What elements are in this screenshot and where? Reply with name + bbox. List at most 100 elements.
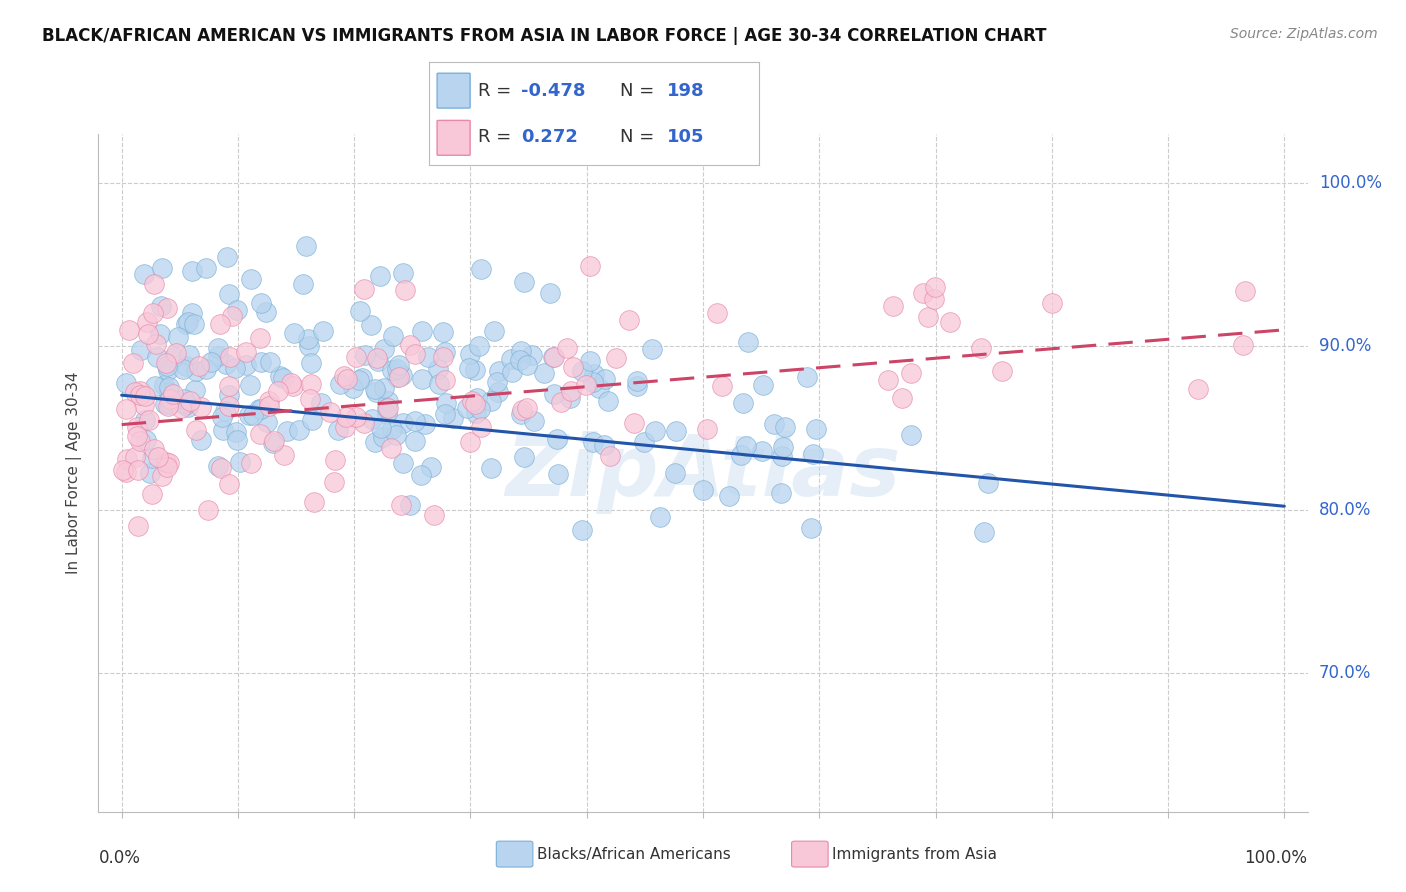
Point xyxy=(900,367,922,381)
Point xyxy=(419,460,441,475)
Point xyxy=(392,456,415,470)
Point xyxy=(427,376,450,391)
Point xyxy=(796,369,818,384)
Point xyxy=(183,318,205,332)
Point xyxy=(510,408,533,422)
Point xyxy=(509,353,531,368)
Point xyxy=(239,272,262,286)
Point xyxy=(562,359,585,374)
Point xyxy=(146,450,169,464)
Point xyxy=(174,318,197,332)
Point xyxy=(416,350,439,364)
Point xyxy=(1040,295,1063,310)
Point xyxy=(114,402,136,417)
Point xyxy=(409,468,432,483)
Point xyxy=(575,378,598,392)
Text: 0.272: 0.272 xyxy=(522,128,578,145)
Point xyxy=(373,381,395,395)
Point xyxy=(501,351,523,366)
Point xyxy=(411,372,433,386)
Point xyxy=(924,280,946,294)
Point xyxy=(153,397,176,411)
Point xyxy=(194,260,217,275)
Point xyxy=(509,343,531,358)
Point xyxy=(468,339,491,353)
Point xyxy=(218,379,240,393)
Text: N =: N = xyxy=(620,82,661,100)
Point xyxy=(512,275,534,289)
Point xyxy=(176,359,198,373)
Point xyxy=(550,395,572,409)
Point xyxy=(763,417,786,431)
Point xyxy=(391,498,413,512)
Point xyxy=(127,420,149,434)
Text: R =: R = xyxy=(478,128,517,145)
Point xyxy=(155,356,177,370)
Point xyxy=(344,410,367,425)
Point xyxy=(256,415,278,429)
Point xyxy=(149,300,172,314)
Text: 198: 198 xyxy=(666,82,704,100)
Point xyxy=(375,401,398,415)
Point xyxy=(385,428,408,442)
Point xyxy=(141,450,163,465)
Point xyxy=(751,443,773,458)
Point xyxy=(283,326,305,340)
Point xyxy=(333,369,356,384)
Point xyxy=(375,407,398,421)
Point xyxy=(159,380,181,394)
Point xyxy=(938,315,960,329)
Point xyxy=(468,402,491,417)
Point xyxy=(665,424,688,438)
Point xyxy=(299,377,322,392)
Point xyxy=(301,413,323,427)
Point xyxy=(426,362,449,376)
Point xyxy=(122,356,145,370)
Point xyxy=(543,386,565,401)
Point xyxy=(111,463,134,477)
Point xyxy=(207,458,229,473)
Point xyxy=(912,286,935,301)
Text: 90.0%: 90.0% xyxy=(1319,337,1371,355)
Point xyxy=(269,369,291,384)
Point xyxy=(441,410,464,425)
Text: N =: N = xyxy=(620,128,661,145)
Point xyxy=(394,284,416,298)
Point xyxy=(218,388,240,402)
Point xyxy=(156,459,179,474)
Point xyxy=(405,347,427,361)
Point xyxy=(249,426,271,441)
Point xyxy=(458,435,481,450)
Point xyxy=(404,414,426,428)
Point xyxy=(323,475,346,489)
Point xyxy=(486,385,509,400)
Point xyxy=(399,338,422,352)
Point xyxy=(134,413,156,427)
Point xyxy=(633,435,655,450)
Point xyxy=(479,394,502,409)
Point xyxy=(619,312,641,326)
Point xyxy=(366,384,388,399)
Y-axis label: In Labor Force | Age 30-34: In Labor Force | Age 30-34 xyxy=(66,371,83,574)
Point xyxy=(582,434,605,449)
Point xyxy=(626,374,648,388)
Point xyxy=(543,351,565,365)
Point xyxy=(555,341,578,355)
Point xyxy=(247,402,270,417)
Point xyxy=(460,394,482,409)
Point xyxy=(173,392,195,407)
Point xyxy=(737,335,759,350)
Point xyxy=(433,407,456,421)
Point xyxy=(470,420,492,434)
Point xyxy=(373,429,395,443)
Point xyxy=(219,350,242,364)
Point xyxy=(172,361,194,376)
Point xyxy=(329,377,352,392)
Point xyxy=(228,455,250,469)
Point xyxy=(323,452,346,467)
Point xyxy=(225,434,247,448)
Point xyxy=(770,486,793,500)
Point xyxy=(187,359,209,373)
Point xyxy=(882,299,904,313)
Point xyxy=(235,344,257,359)
